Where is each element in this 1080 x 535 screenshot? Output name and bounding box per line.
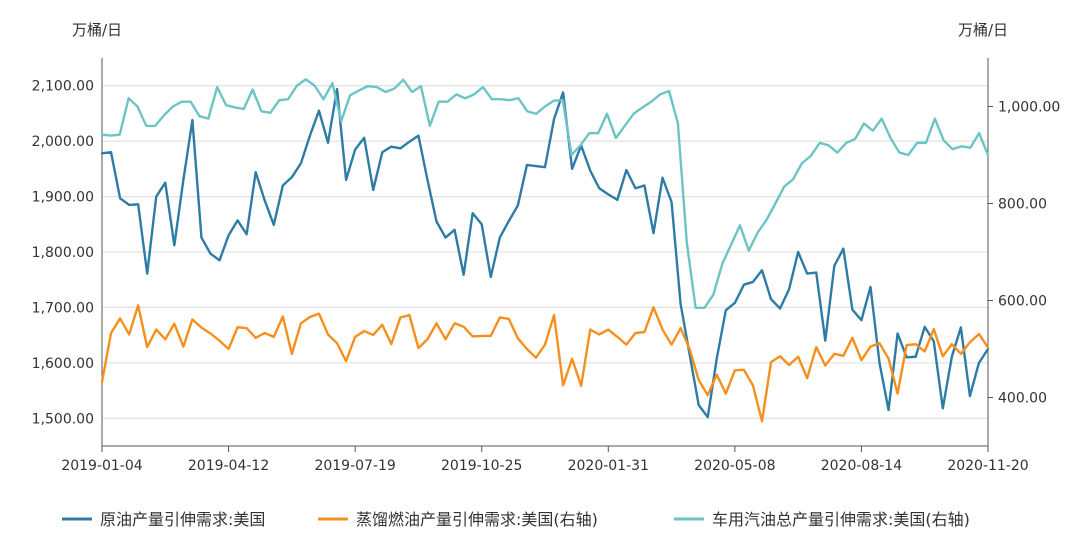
right-tick-label: 600.00	[998, 294, 1047, 310]
series-line-3	[100, 78, 990, 309]
x-tick-label: 2019-04-12	[188, 458, 269, 474]
left-tick-label: 2,100.00	[32, 79, 94, 95]
left-tick-label: 1,700.00	[32, 300, 94, 316]
legend-label: 原油产量引伸需求:美国	[100, 510, 265, 529]
x-tick-label: 2019-07-19	[314, 458, 395, 474]
left-tick-label: 1,500.00	[32, 411, 94, 427]
right-tick-label: 400.00	[998, 391, 1047, 407]
left-tick-label: 2,000.00	[32, 134, 94, 150]
legend: 原油产量引伸需求:美国 蒸馏燃油产量引伸需求:美国(右轴) 车用汽油总产量引伸需求:…	[62, 510, 970, 529]
right-y-axis: 400.00 600.00 800.00 1,000.00	[987, 58, 1060, 446]
right-tick-label: 1,000.00	[998, 100, 1060, 116]
x-tick-label: 2019-10-25	[441, 458, 522, 474]
series-line-2	[100, 304, 990, 423]
series-layer	[100, 78, 990, 423]
x-tick-label: 2020-01-31	[568, 458, 649, 474]
right-tick-label: 800.00	[998, 197, 1047, 213]
left-tick-label: 1,900.00	[32, 190, 94, 206]
x-tick-label: 2020-05-08	[694, 458, 775, 474]
left-tick-label: 1,600.00	[32, 356, 94, 372]
left-axis-unit: 万桶/日	[72, 21, 122, 39]
left-y-axis: 1,500.00 1,600.00 1,700.00 1,800.00 1,900.00…	[32, 58, 103, 446]
x-tick-label: 2019-01-04	[61, 458, 142, 474]
left-tick-label: 1,800.00	[32, 245, 94, 261]
legend-label: 蒸馏燃油产量引伸需求:美国(右轴)	[356, 510, 598, 529]
legend-label: 车用汽油总产量引伸需求:美国(右轴)	[712, 510, 970, 529]
series-line-1	[100, 87, 990, 419]
x-tick-label: 2020-08-14	[821, 458, 902, 474]
right-axis-unit: 万桶/日	[958, 21, 1008, 39]
x-tick-label: 2020-11-20	[947, 458, 1028, 474]
x-axis: 2019-01-04 2019-04-12 2019-07-19 2019-10-25…	[61, 445, 1029, 474]
grid-lines	[102, 85, 988, 419]
